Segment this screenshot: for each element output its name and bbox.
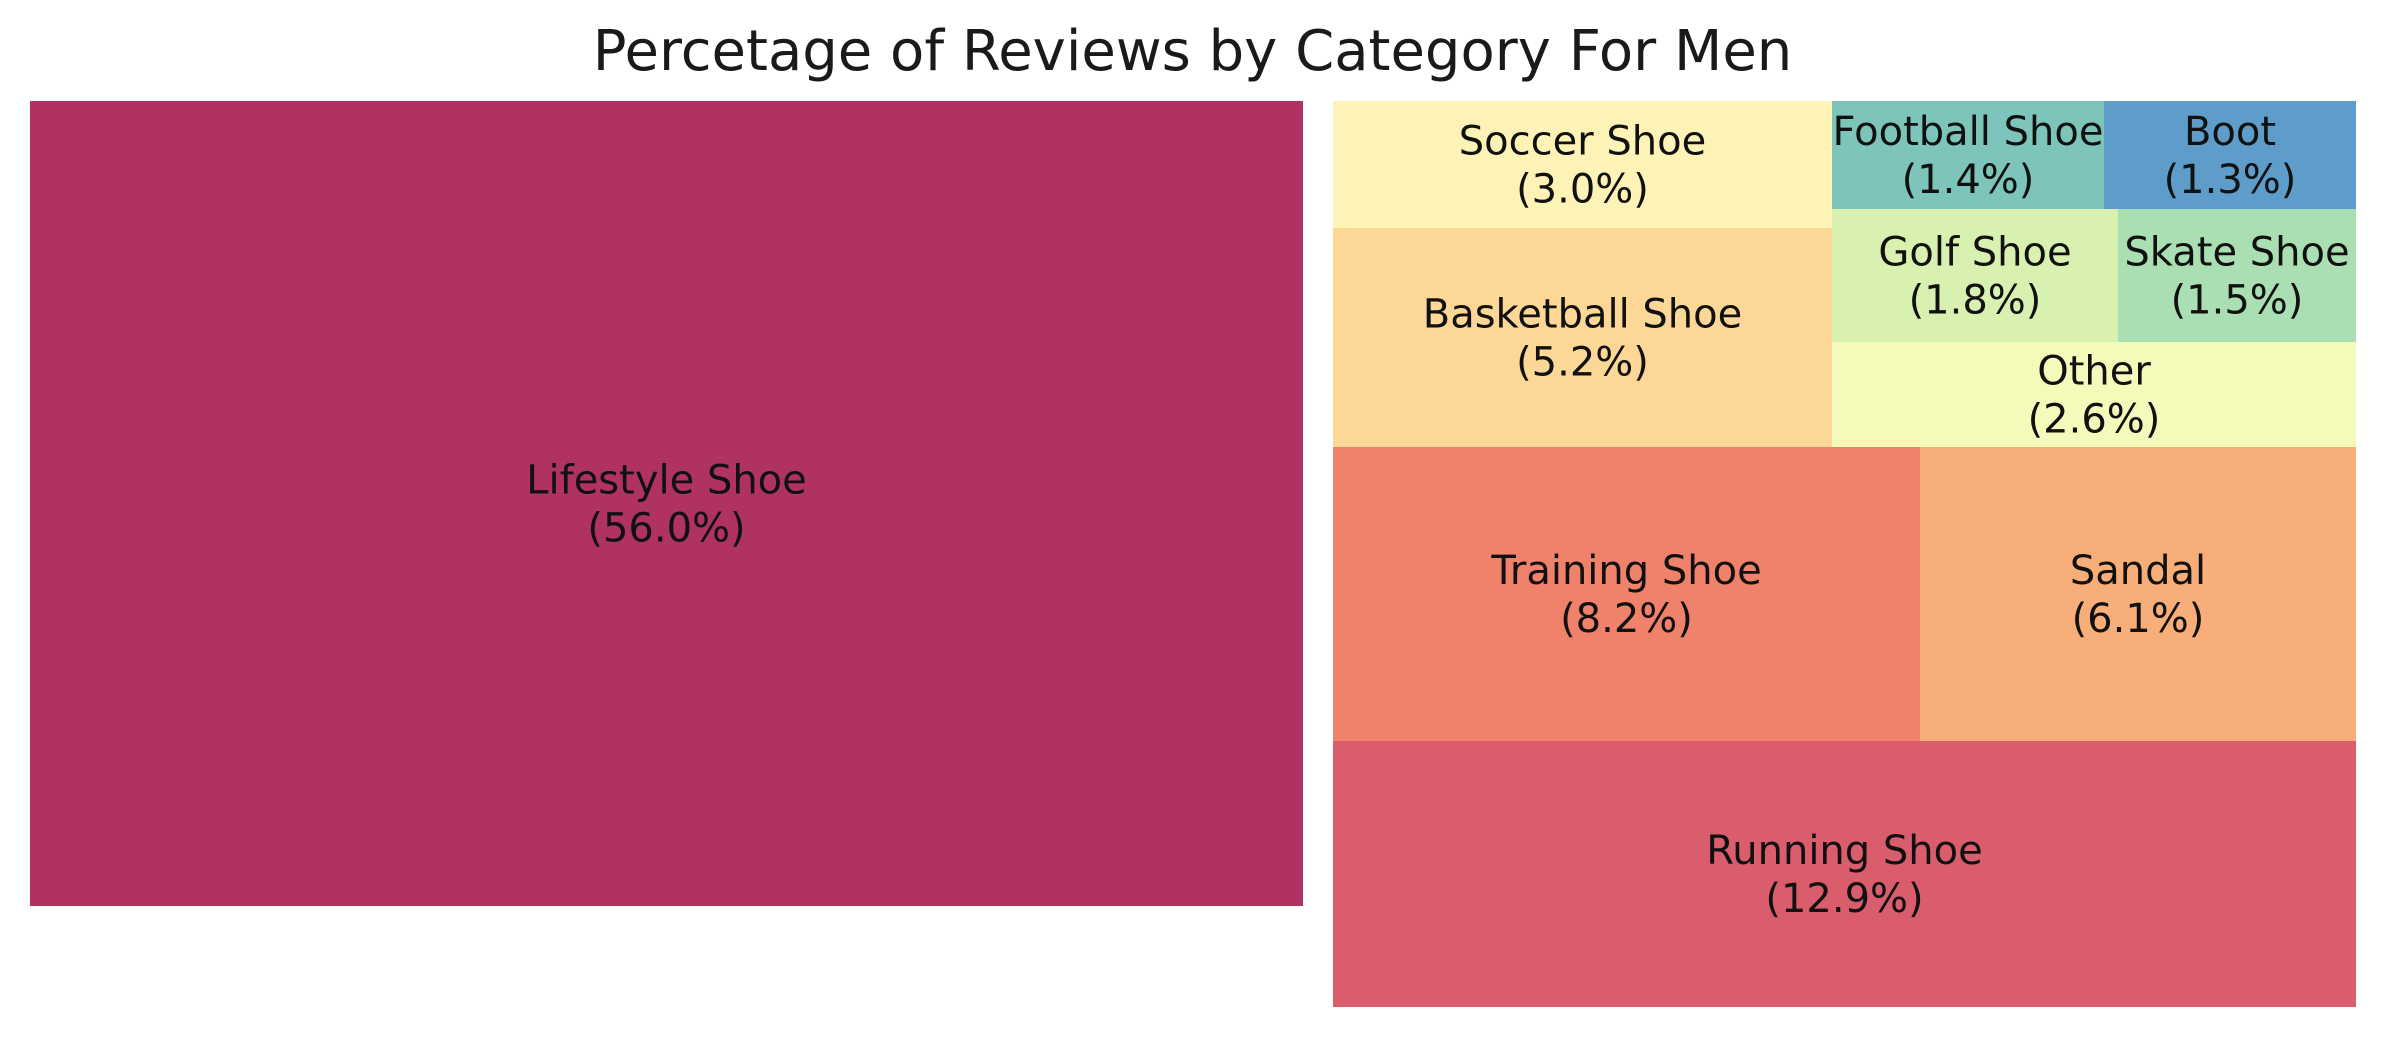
tile-percent-running-shoe: (12.9%): [1765, 876, 1923, 922]
tile-percent-soccer-shoe: (3.0%): [1516, 167, 1649, 213]
tile-percent-training-shoe: (8.2%): [1560, 596, 1693, 642]
tile-percent-football-shoe: (1.4%): [1902, 157, 2035, 203]
tile-soccer-shoe: [1333, 101, 1832, 228]
tile-label-training-shoe: Training Shoe: [1490, 548, 1761, 594]
tile-boot: [2104, 101, 2356, 209]
tile-label-soccer-shoe: Soccer Shoe: [1459, 119, 1706, 165]
tile-percent-basketball-shoe: (5.2%): [1516, 340, 1649, 386]
tile-label-other: Other: [2037, 349, 2151, 395]
tile-sandal: [1920, 447, 2356, 741]
tile-golf-shoe: [1832, 209, 2118, 342]
tile-label-basketball-shoe: Basketball Shoe: [1423, 292, 1743, 338]
tile-percent-lifestyle-shoe: (56.0%): [587, 506, 745, 552]
tile-label-running-shoe: Running Shoe: [1706, 828, 1982, 874]
tile-running-shoe: [1333, 741, 2356, 1007]
tile-training-shoe: [1333, 447, 1920, 741]
tile-percent-skate-shoe: (1.5%): [2171, 278, 2304, 324]
tile-percent-sandal: (6.1%): [2072, 596, 2205, 642]
tile-percent-golf-shoe: (1.8%): [1909, 278, 2042, 324]
tile-label-skate-shoe: Skate Shoe: [2124, 230, 2349, 276]
tile-other: [1832, 342, 2356, 447]
tile-percent-other: (2.6%): [2028, 397, 2161, 443]
tile-label-lifestyle-shoe: Lifestyle Shoe: [526, 458, 807, 504]
tile-percent-boot: (1.3%): [2164, 157, 2297, 203]
tile-basketball-shoe: [1333, 228, 1832, 447]
tile-label-football-shoe: Football Shoe: [1833, 109, 2104, 155]
tile-label-boot: Boot: [2184, 109, 2276, 155]
tile-label-sandal: Sandal: [2070, 548, 2206, 594]
tile-lifestyle-shoe: [30, 101, 1303, 906]
tile-football-shoe: [1832, 101, 2104, 209]
tile-label-golf-shoe: Golf Shoe: [1878, 230, 2071, 276]
chart-title: Percetage of Reviews by Category For Men: [592, 19, 1793, 84]
tile-skate-shoe: [2118, 209, 2356, 342]
